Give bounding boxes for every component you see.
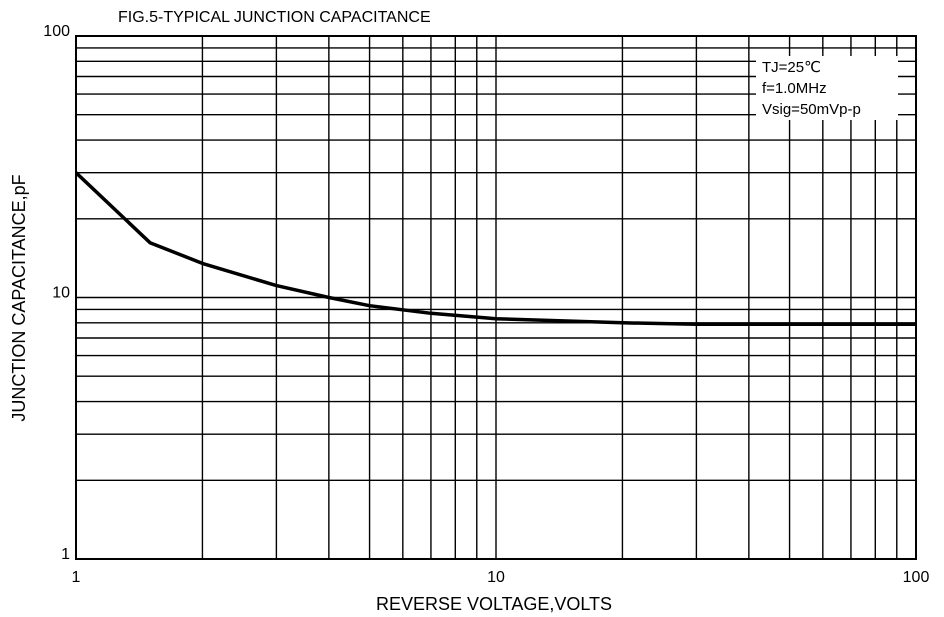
x-tick-label: 100 — [903, 569, 930, 586]
chart-title: FIG.5-TYPICAL JUNCTION CAPACITANCE — [118, 9, 431, 26]
annotation: Vsig=50mVp-p — [762, 101, 861, 118]
y-tick-label: 10 — [52, 285, 70, 302]
x-tick-label: 10 — [487, 569, 505, 586]
y-tick-label: 100 — [43, 23, 70, 40]
annotation: f=1.0MHz — [762, 80, 827, 97]
curve — [74, 171, 916, 327]
plot-frame — [75, 35, 917, 560]
annotation-box — [756, 56, 898, 120]
x-axis-label: REVERSE VOLTAGE,VOLTS — [376, 594, 612, 614]
x-tick-label: 1 — [72, 569, 81, 586]
y-tick-label: 1 — [61, 546, 70, 563]
annotation: TJ=25℃ — [762, 59, 821, 76]
y-axis-label: JUNCTION CAPACITANCE,pF — [9, 174, 29, 421]
